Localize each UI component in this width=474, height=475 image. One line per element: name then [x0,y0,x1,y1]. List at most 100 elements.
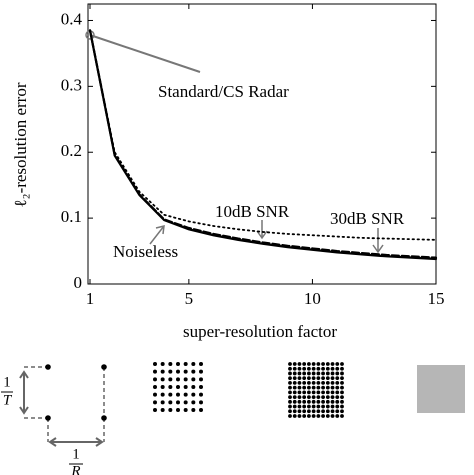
sample-dot [463,411,465,413]
sample-dot [451,393,453,395]
sample-dot [417,381,419,383]
sample-dot [433,397,435,399]
sample-dot [439,377,441,379]
sample-dot [439,393,441,395]
sample-dot [335,366,340,371]
sample-dot [435,377,437,379]
sample-dot [168,408,173,412]
sample-dot [441,377,443,379]
sample-dot [307,414,311,418]
sample-dot [457,401,459,403]
sample-dot [417,377,419,379]
sample-dot [423,403,425,405]
sample-dot [421,403,423,405]
sample-dot [427,391,429,393]
sample-dot [457,409,459,411]
sample-dot [292,385,297,390]
sample-dot [431,397,433,399]
series-label: 10dB SNR [215,202,290,221]
sample-dot [183,408,188,412]
y-tick-label: 0.4 [61,9,83,28]
sample-dot [435,375,437,377]
sample-dot [297,362,302,366]
sample-dot [449,373,451,375]
sample-dot [330,376,335,381]
sample-dot [340,385,344,390]
sample-dot [463,369,465,371]
sample-dot [435,401,437,403]
sample-dot [449,375,451,377]
sample-dot [183,369,188,374]
sample-dot [302,376,307,381]
sample-dot [457,375,459,377]
sample-dot [431,401,433,403]
sample-dot [437,373,439,375]
sample-dot [321,399,325,404]
sample-dot [101,415,107,421]
sample-dot [423,383,425,385]
sample-dot [311,371,316,376]
sample-dot [425,371,427,373]
sample-dot [297,395,302,399]
sample-dot [417,367,419,369]
sample-dot [433,389,435,391]
sample-dot [429,395,431,397]
sample-dot [443,403,445,405]
sample-dot [439,399,441,401]
sample-dot [325,366,330,371]
sample-dot [419,405,421,407]
sample-dot [449,405,451,407]
sample-dot [427,381,429,383]
sample-dot [297,409,302,414]
sample-dot [433,381,435,383]
sample-dot [335,376,340,381]
sample-dot [435,367,437,369]
sample-dot [463,365,465,367]
sample-dot [325,376,330,381]
sample-dot [431,407,433,409]
sample-dot [449,381,451,383]
sample-dot [153,362,157,366]
sample-dot [417,385,419,387]
sample-dot [288,414,292,418]
sample-dot [340,390,344,395]
sample-dot [429,409,431,411]
sample-dot [316,399,321,404]
sample-dot [419,369,421,371]
sample-dot [297,381,302,385]
sample-dot [439,401,441,403]
sample-dot [435,369,437,371]
sample-dot [160,362,165,366]
sample-dot [453,371,455,373]
sample-dot [435,393,437,395]
sample-dot [455,391,457,393]
sample-dot [427,365,429,367]
sample-dot [153,400,157,405]
sample-dot [441,411,443,413]
sample-dot [441,365,443,367]
sample-dot [307,404,311,409]
sample-dot [461,407,463,409]
sample-dot [451,371,453,373]
sample-dot [321,371,325,376]
sample-dot [445,375,447,377]
fraction-denominator: R [70,463,80,475]
sample-dot [445,385,447,387]
sample-dot [433,371,435,373]
sample-dot [443,373,445,375]
sample-dot [453,383,455,385]
sample-dot [453,365,455,367]
sample-dot [451,407,453,409]
sample-dot [437,409,439,411]
sample-dot [433,385,435,387]
sample-dot [423,373,425,375]
sample-dot [457,403,459,405]
sample-dot [447,411,449,413]
y-tick-label: 0 [74,273,83,292]
sample-dot [427,405,429,407]
sample-dot [453,375,455,377]
sample-dot [431,373,433,375]
sample-dot [439,407,441,409]
sample-dot [443,379,445,381]
sample-dot [421,411,423,413]
